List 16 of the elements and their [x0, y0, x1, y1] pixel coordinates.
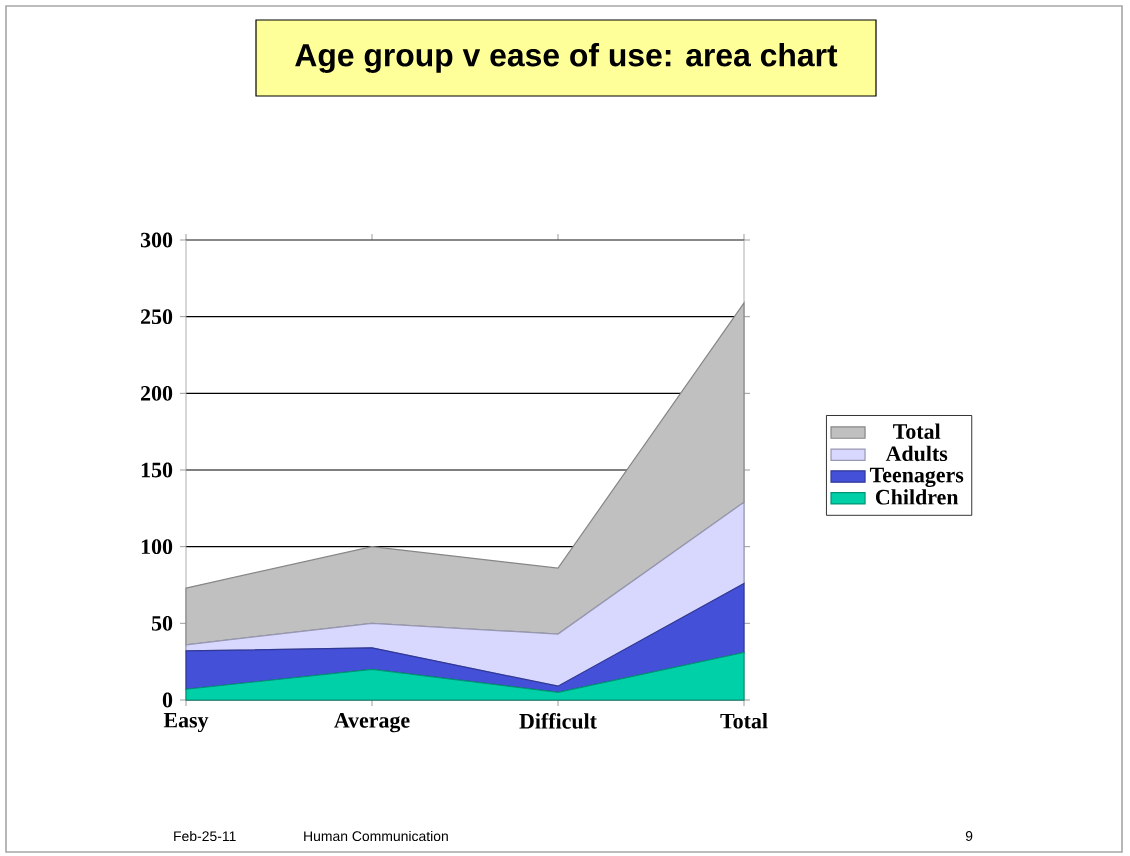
- x-tick-label: Average: [334, 713, 410, 733]
- x-tick-label: Total: [720, 713, 768, 729]
- y-tick-label: 250: [141, 309, 173, 325]
- y-tick-label: 150: [141, 462, 173, 478]
- legend-label: Children: [875, 489, 959, 505]
- legend-label: Teenagers: [869, 467, 964, 488]
- y-tick-label: 300: [140, 232, 173, 248]
- x-tick-label: Difficult: [519, 713, 597, 729]
- x-tick-label: Easy: [163, 713, 209, 733]
- y-tick-label: 50: [151, 615, 173, 631]
- y-tick-label: 200: [141, 385, 173, 401]
- legend-label: Total: [893, 423, 941, 439]
- y-tick-label: 0: [162, 692, 173, 708]
- y-tick-label: 100: [141, 539, 173, 555]
- chart-title: Age group v ease of use: area chart: [295, 43, 838, 73]
- legend-label: Adults: [885, 445, 948, 462]
